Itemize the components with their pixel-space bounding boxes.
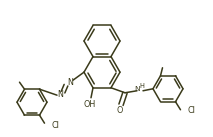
Text: OH: OH [84,100,96,109]
Text: Cl: Cl [52,121,59,130]
Text: N: N [57,90,63,99]
Text: N: N [134,86,140,92]
Text: N: N [67,78,73,87]
Text: H: H [140,83,144,89]
Text: Cl: Cl [187,106,195,115]
Text: O: O [117,106,123,115]
